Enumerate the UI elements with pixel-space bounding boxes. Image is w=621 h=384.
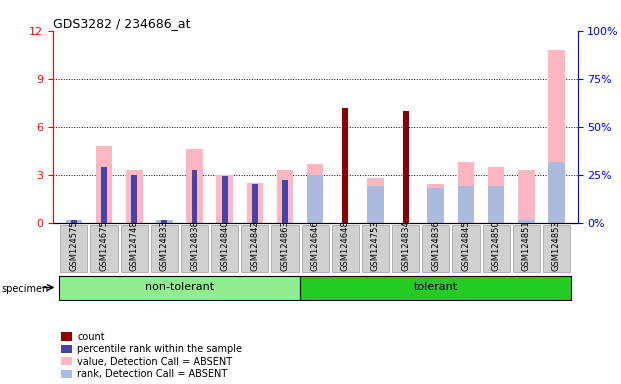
FancyBboxPatch shape (181, 225, 208, 273)
FancyBboxPatch shape (392, 225, 419, 273)
Bar (161, 220, 167, 223)
FancyBboxPatch shape (483, 225, 510, 273)
FancyBboxPatch shape (211, 225, 238, 273)
Legend: count, percentile rank within the sample, value, Detection Call = ABSENT, rank, : count, percentile rank within the sample… (61, 332, 242, 379)
Bar (252, 184, 258, 223)
Bar (216, 175, 233, 223)
Bar (247, 183, 263, 223)
FancyBboxPatch shape (59, 276, 300, 300)
Bar (427, 187, 444, 223)
Bar (186, 149, 203, 223)
Bar (367, 178, 384, 223)
Bar (131, 175, 137, 223)
Text: GSM124646: GSM124646 (310, 221, 320, 271)
Bar (222, 176, 227, 223)
Bar (518, 170, 535, 223)
FancyBboxPatch shape (151, 225, 178, 273)
Bar (307, 175, 324, 223)
Text: GSM124850: GSM124850 (492, 221, 501, 271)
Bar (96, 146, 112, 223)
Text: GSM124836: GSM124836 (432, 220, 440, 271)
Text: GSM124845: GSM124845 (461, 221, 471, 271)
Bar (367, 186, 384, 223)
FancyBboxPatch shape (332, 225, 359, 273)
Text: GSM124853: GSM124853 (552, 221, 561, 271)
Bar (458, 186, 474, 223)
FancyBboxPatch shape (362, 225, 389, 273)
Bar (101, 167, 107, 223)
Bar (282, 180, 288, 223)
Text: GSM124851: GSM124851 (522, 221, 531, 271)
Bar (403, 162, 409, 223)
Bar (71, 220, 77, 223)
Bar (126, 170, 142, 223)
Text: GSM124840: GSM124840 (220, 221, 229, 271)
Text: tolerant: tolerant (414, 283, 458, 293)
FancyBboxPatch shape (513, 225, 540, 273)
FancyBboxPatch shape (120, 225, 148, 273)
Bar (427, 184, 444, 223)
Text: GSM124753: GSM124753 (371, 221, 380, 271)
FancyBboxPatch shape (302, 225, 329, 273)
Bar (458, 162, 474, 223)
Bar (488, 167, 504, 223)
Bar (307, 164, 324, 223)
Bar (342, 108, 348, 223)
Text: GDS3282 / 234686_at: GDS3282 / 234686_at (53, 17, 190, 30)
FancyBboxPatch shape (271, 225, 299, 273)
FancyBboxPatch shape (422, 225, 450, 273)
Text: GSM124863: GSM124863 (281, 220, 289, 271)
Bar (342, 162, 348, 223)
Bar (548, 50, 564, 223)
Bar (518, 220, 535, 223)
Text: GSM124675: GSM124675 (99, 221, 109, 271)
Text: GSM124842: GSM124842 (250, 221, 260, 271)
Bar (66, 220, 82, 223)
Bar (277, 170, 293, 223)
FancyBboxPatch shape (91, 225, 117, 273)
FancyBboxPatch shape (452, 225, 479, 273)
Text: non-tolerant: non-tolerant (145, 283, 214, 293)
FancyBboxPatch shape (300, 276, 571, 300)
Bar (192, 170, 197, 223)
Text: GSM124834: GSM124834 (401, 221, 410, 271)
Text: GSM124748: GSM124748 (130, 221, 138, 271)
Bar (156, 220, 173, 223)
Bar (488, 186, 504, 223)
Text: GSM124833: GSM124833 (160, 220, 169, 271)
Text: GSM124648: GSM124648 (341, 221, 350, 271)
Text: GSM124575: GSM124575 (70, 221, 78, 271)
FancyBboxPatch shape (60, 225, 88, 273)
Text: GSM124838: GSM124838 (190, 220, 199, 271)
Bar (548, 162, 564, 223)
FancyBboxPatch shape (543, 225, 570, 273)
Bar (403, 111, 409, 223)
FancyBboxPatch shape (242, 225, 268, 273)
Text: specimen: specimen (1, 284, 48, 294)
